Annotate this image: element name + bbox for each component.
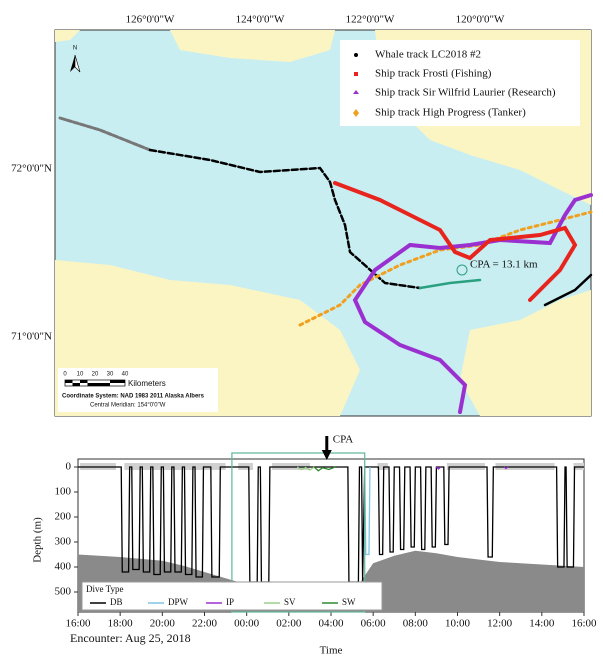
central-meridian: Central Meridian: 154°0'0"W	[90, 403, 166, 409]
legend-symbol	[354, 53, 358, 57]
dive-line	[313, 466, 336, 472]
cpa-label: CPA = 13.1 km	[470, 259, 538, 271]
fishing-track	[333, 181, 578, 302]
y-tick-label: 500	[55, 586, 72, 598]
legend-label: IP	[226, 597, 234, 607]
scale-label: 30	[107, 372, 114, 378]
x-tick-label: 00:00	[234, 618, 260, 630]
lon-label: 122°0'0"W	[346, 14, 395, 26]
land	[460, 290, 591, 416]
north-arrow	[70, 55, 75, 72]
x-tick-label: 12:00	[487, 618, 513, 630]
legend-label: DB	[110, 597, 123, 607]
lon-label: 126°0'0"W	[126, 14, 175, 26]
y-tick-label: 400	[55, 561, 72, 573]
whale-track	[418, 278, 482, 290]
legend-label: SW	[342, 597, 356, 607]
dive-chart: Depth (m) Time Encounter: Aug 25, 2018 0…	[32, 434, 597, 657]
scale-box	[58, 368, 218, 412]
legend-title: Dive Type	[86, 584, 123, 594]
surface-period	[124, 463, 226, 470]
map: CPA = 13.1 km 126°0'0"W 124°0'0"W 122°0'…	[11, 14, 593, 417]
dive-line	[435, 466, 509, 470]
scale-bar	[65, 380, 125, 386]
map-legend	[340, 40, 580, 126]
cpa-arrowhead	[321, 450, 332, 460]
x-tick-label: 10:00	[445, 618, 471, 630]
x-tick-label: 08:00	[403, 618, 429, 630]
y-tick-label: 300	[55, 536, 72, 548]
legend-label: Whale track LC2018 #2	[375, 49, 481, 61]
legend-label: Ship track Frosti (Fishing)	[375, 68, 492, 80]
x-tick-label: 06:00	[361, 618, 387, 630]
encounter-window	[231, 452, 366, 613]
x-tick-label: 02:00	[276, 618, 302, 630]
x-tick-label: 14:00	[529, 618, 555, 630]
land	[55, 30, 80, 42]
x-tick-label: 22:00	[192, 618, 218, 630]
legend-symbol	[353, 109, 359, 117]
x-tick-label: 20:00	[150, 618, 176, 630]
coordinate-system: Coordinate System: NAD 1983 2011 Alaska …	[62, 394, 205, 400]
cpa-marker	[456, 264, 468, 276]
x-tick-label: 04:00	[318, 618, 344, 630]
research-track	[352, 193, 593, 414]
whale-track	[58, 116, 152, 152]
x-tick-label: 16:00	[65, 618, 91, 630]
y-tick-label: 0	[66, 461, 72, 473]
lat-label: 71°0'0"N	[11, 331, 52, 343]
legend-label: DPW	[168, 597, 189, 607]
lon-label: 124°0'0"W	[236, 14, 285, 26]
scale-label: 10	[77, 372, 84, 378]
scale-label: 0	[63, 372, 67, 378]
whale-track	[543, 273, 593, 307]
x-tick-label: 18:00	[108, 618, 134, 630]
land	[170, 30, 335, 62]
legend-label: SV	[284, 597, 296, 607]
y-tick-label: 100	[55, 486, 72, 498]
legend-label: Ship track High Progress (Tanker)	[375, 107, 526, 119]
whale-track	[148, 148, 422, 290]
scale-label: 40	[122, 372, 129, 378]
legend-box	[81, 581, 383, 611]
scale-label: 20	[92, 372, 99, 378]
dive-line	[296, 466, 315, 471]
legend-symbol	[353, 90, 359, 94]
cpa-label: CPA	[333, 434, 353, 446]
x-axis-title: Time	[320, 645, 343, 657]
y-tick-label: 200	[55, 511, 72, 523]
tracks	[58, 116, 593, 414]
surface-period	[377, 463, 388, 470]
north-label: N	[73, 46, 77, 52]
scale-unit: Kilometers	[128, 379, 166, 388]
y-axis-title: Depth (m)	[32, 517, 44, 563]
legend-label: Ship track Sir Wilfrid Laurier (Research…	[375, 87, 556, 99]
subtitle: Encounter: Aug 25, 2018	[70, 631, 191, 645]
x-tick-label: 16:00	[571, 618, 597, 630]
lat-label: 72°0'0"N	[11, 163, 52, 175]
lon-label: 120°0'0"W	[456, 14, 505, 26]
north-arrow	[74, 54, 81, 73]
legend-symbol	[354, 72, 358, 76]
